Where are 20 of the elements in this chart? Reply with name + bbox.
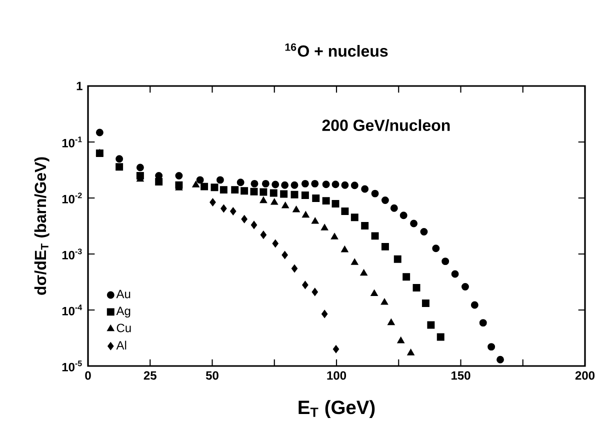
y-tick-label: 10$^{-4}$ (62, 304, 82, 316)
x-tick-label: 50 (206, 371, 218, 380)
legend-label: Cu (116, 324, 131, 332)
legend-label: Al (116, 340, 126, 350)
x-tick-label: 100 (327, 371, 346, 380)
x-tick-label: 0 (85, 371, 91, 380)
x-tick-label: 150 (451, 371, 470, 380)
y-tick-label: 10$^{-5}$ (62, 360, 82, 372)
legend-label: Ag (116, 306, 130, 318)
y-tick-label: 1 (76, 82, 82, 90)
x-tick-label: 200 (575, 371, 595, 380)
x-tick-label: 25 (144, 371, 156, 380)
y-axis-title: dσ/dE$_{T}$ (barn/GeV) (34, 157, 50, 295)
chart-title: $^{16}$O + nucleus (285, 43, 388, 57)
y-tick-label: 10$^{-3}$ (62, 248, 82, 260)
annotation: 200 GeV/nucleon (322, 119, 450, 132)
y-tick-label: 10$^{-2}$ (62, 192, 82, 204)
legend-label: Au (116, 290, 130, 298)
x-axis-title: E$_{T}$ (GeV) (298, 400, 375, 418)
y-tick-label: 10$^{-1}$ (62, 136, 82, 148)
